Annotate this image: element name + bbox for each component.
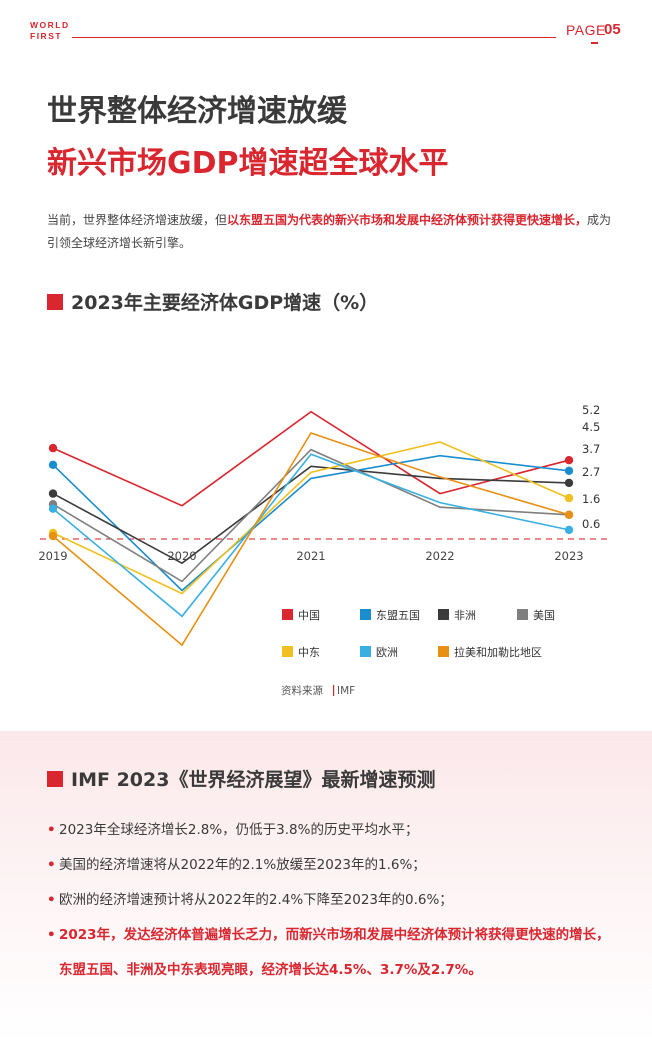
source-value: IMF xyxy=(337,685,355,697)
series-line-3 xyxy=(52,448,570,583)
intro-paragraph: 当前，世界整体经济增速放缓，但以东盟五国为代表的新兴市场和发展中经济体预计获得更… xyxy=(47,209,617,255)
logo-line-2: FIRST xyxy=(30,31,63,41)
end-value-label: 5.2 xyxy=(582,403,600,417)
legend-label-5: 欧洲 xyxy=(376,646,398,659)
end-value-label: 1.6 xyxy=(582,492,600,506)
forecast-bullet-list: 2023年全球经济增长2.8%，仍低于3.8%的历史平均水平； 美国的经济增速将… xyxy=(47,813,617,988)
x-tick-label: 2020 xyxy=(167,549,196,563)
legend-label-6: 拉美和加勒比地区 xyxy=(454,645,542,659)
source-divider xyxy=(333,685,335,696)
legend-label-1: 东盟五国 xyxy=(376,609,420,622)
page-dash xyxy=(591,42,598,44)
legend-swatch-3 xyxy=(517,609,528,620)
data-point-1-4 xyxy=(564,466,574,475)
series-line-1 xyxy=(52,454,570,592)
intro-after: 成为引领全球经济增长新引擎。 xyxy=(47,213,612,250)
chart-section-heading: 2023年主要经济体GDP增速（%） xyxy=(47,288,378,315)
data-point-6-0 xyxy=(48,531,58,541)
series-line-6 xyxy=(52,432,570,647)
section-square-icon xyxy=(47,293,63,310)
series-line-2 xyxy=(52,465,570,565)
data-point-5-4 xyxy=(564,525,574,535)
legend-swatch-4 xyxy=(282,646,293,657)
end-value-label: 2.7 xyxy=(582,465,600,479)
data-point-0-4 xyxy=(564,456,574,465)
series-line-5 xyxy=(52,453,570,618)
source-label: 资料来源 xyxy=(281,684,323,697)
section-square-icon xyxy=(47,770,63,787)
bullet-item: 2023年全球经济增长2.8%，仍低于3.8%的历史平均水平； xyxy=(47,813,617,848)
world-first-logo: WORLD FIRST xyxy=(30,20,70,42)
bullet-item: 欧洲的经济增速预计将从2022年的2.4%下降至2023年的0.6%； xyxy=(47,883,617,918)
end-value-label: 4.5 xyxy=(582,420,600,434)
gdp-growth-line-chart: 2019 2020 2021 2022 2023 5.24.53.72.71.60.6 … xyxy=(38,403,610,697)
page-title-line-2: 新兴市场GDP增速超全球水平 xyxy=(47,146,449,181)
intro-before: 当前，世界整体经济增速放缓，但 xyxy=(47,213,228,227)
intro-highlight: 以东盟五国为代表的新兴市场和发展中经济体预计获得更快速增长， xyxy=(227,213,588,227)
chart-section-title: 2023年主要经济体GDP增速（%） xyxy=(71,292,379,314)
legend-label-3: 美国 xyxy=(533,609,555,622)
legend-label-0: 中国 xyxy=(298,609,320,622)
end-value-label: 0.6 xyxy=(582,517,600,531)
data-point-1-0 xyxy=(48,460,58,469)
page-label: PAGE xyxy=(566,22,606,38)
legend-swatch-1 xyxy=(360,609,371,620)
x-tick-label: 2021 xyxy=(296,549,325,563)
data-point-4-4 xyxy=(564,493,574,503)
page-header: WORLD FIRST PAGE 05 xyxy=(0,0,652,60)
x-tick-label: 2022 xyxy=(425,549,454,563)
legend-swatch-6 xyxy=(438,646,449,657)
forecast-section-heading: IMF 2023《世界经济展望》最新增速预测 xyxy=(47,765,435,792)
legend-label-4: 中东 xyxy=(298,646,320,659)
data-point-5-0 xyxy=(48,504,58,513)
legend-swatch-5 xyxy=(360,646,371,657)
data-point-2-4 xyxy=(564,478,574,488)
x-tick-label: 2019 xyxy=(38,549,67,563)
page-title-line-1: 世界整体经济增速放缓 xyxy=(47,94,347,129)
data-point-6-4 xyxy=(564,510,574,519)
legend-label-2: 非洲 xyxy=(454,609,476,622)
series-line-4 xyxy=(52,441,570,595)
series-line-0 xyxy=(52,410,570,507)
header-divider xyxy=(72,37,556,38)
legend-swatch-0 xyxy=(282,609,293,620)
forecast-section-title: IMF 2023《世界经济展望》最新增速预测 xyxy=(71,769,436,791)
end-value-label: 3.7 xyxy=(582,442,600,456)
data-point-2-0 xyxy=(48,489,58,498)
bullet-item: 美国的经济增速将从2022年的2.1%放缓至2023年的1.6%； xyxy=(47,848,617,883)
logo-line-1: WORLD xyxy=(30,20,70,30)
page-number: 05 xyxy=(604,21,621,38)
data-point-0-0 xyxy=(48,443,58,453)
bullet-item-highlight: 2023年，发达经济体普遍增长乏力，而新兴市场和发展中经济体预计将获得更快速的增… xyxy=(47,918,617,988)
legend-swatch-2 xyxy=(438,609,449,620)
x-tick-label: 2023 xyxy=(554,549,583,563)
